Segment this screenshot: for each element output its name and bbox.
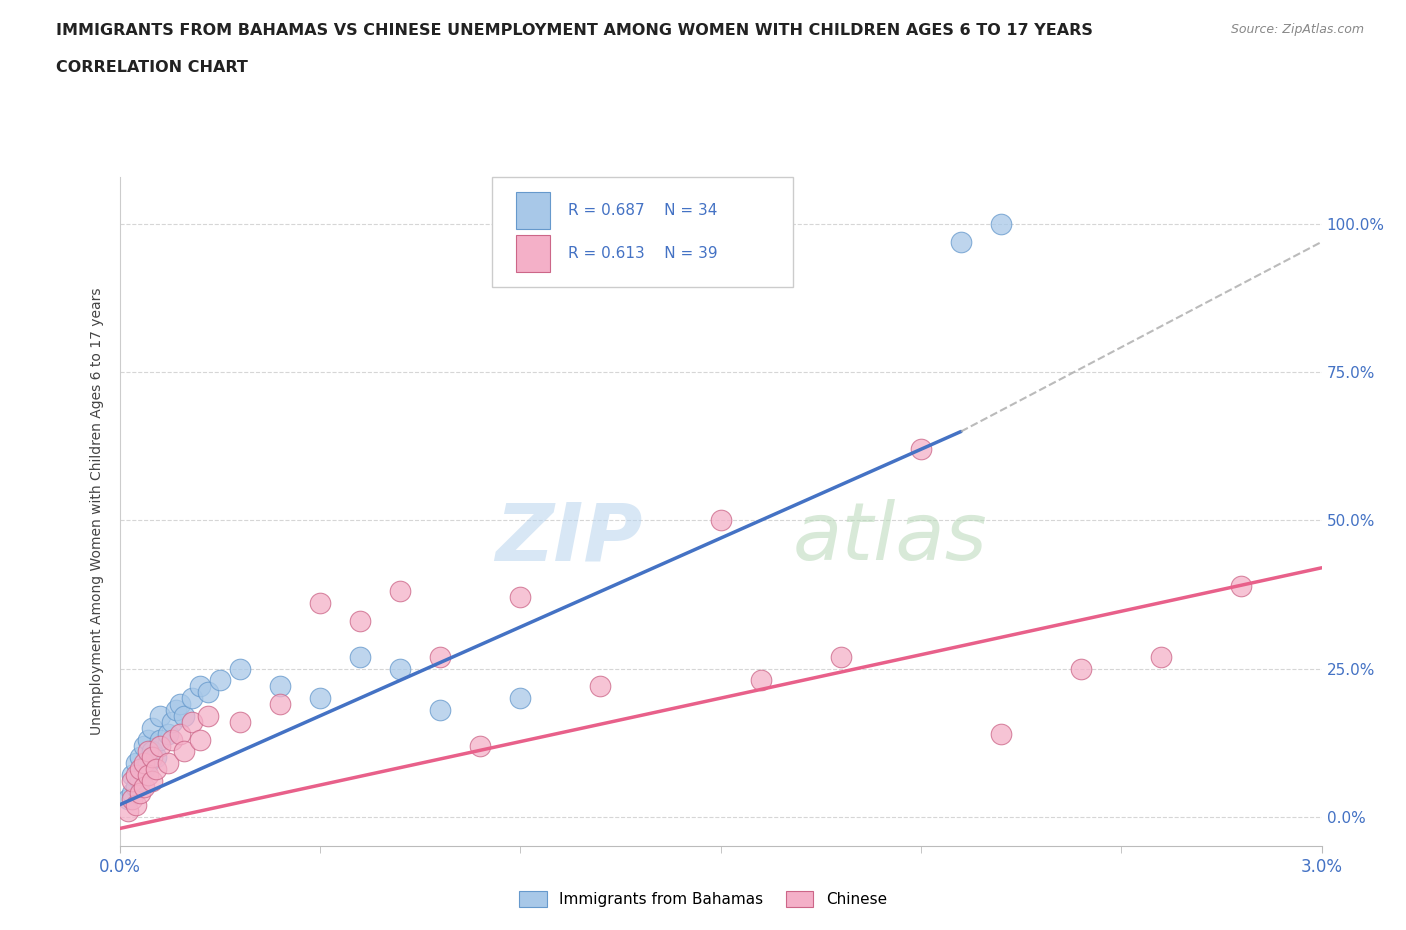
Point: [149, 732, 172, 747]
Point: [990, 726, 1012, 741]
Point: [121, 791, 143, 806]
Point: [141, 750, 163, 764]
Point: [124, 768, 146, 783]
Point: [145, 762, 167, 777]
Point: [180, 691, 202, 706]
Point: [388, 661, 412, 676]
Point: [173, 709, 195, 724]
Point: [128, 774, 150, 789]
Point: [128, 786, 150, 801]
Point: [160, 714, 183, 729]
Point: [141, 721, 163, 736]
Point: [156, 756, 179, 771]
Point: [1230, 578, 1253, 593]
Point: [990, 217, 1012, 232]
Text: atlas: atlas: [793, 499, 987, 578]
Point: [117, 791, 139, 806]
FancyBboxPatch shape: [516, 235, 550, 272]
Point: [156, 726, 179, 741]
Point: [141, 744, 163, 759]
Point: [149, 709, 172, 724]
Point: [136, 732, 159, 747]
Point: [950, 234, 973, 249]
Point: [429, 702, 451, 717]
Point: [1070, 661, 1092, 676]
Point: [910, 442, 932, 457]
Point: [349, 649, 371, 664]
Point: [180, 714, 202, 729]
Point: [228, 661, 252, 676]
Point: [124, 756, 146, 771]
Point: [429, 649, 451, 664]
Point: [136, 756, 159, 771]
Point: [124, 779, 146, 794]
Point: [169, 697, 191, 711]
Text: Source: ZipAtlas.com: Source: ZipAtlas.com: [1230, 23, 1364, 36]
Point: [160, 732, 183, 747]
Point: [1150, 649, 1173, 664]
Point: [208, 673, 231, 688]
Point: [149, 738, 172, 753]
Legend: Immigrants from Bahamas, Chinese: Immigrants from Bahamas, Chinese: [513, 884, 893, 913]
Point: [117, 804, 139, 818]
Point: [830, 649, 852, 664]
Point: [132, 762, 155, 777]
Point: [228, 714, 252, 729]
Point: [188, 679, 211, 694]
FancyBboxPatch shape: [492, 177, 793, 287]
Point: [132, 738, 155, 753]
Point: [145, 750, 167, 764]
Point: [128, 762, 150, 777]
Point: [173, 744, 195, 759]
Point: [121, 774, 143, 789]
Point: [509, 590, 531, 604]
Point: [132, 756, 155, 771]
Point: [197, 684, 219, 699]
Point: [121, 786, 143, 801]
Point: [709, 513, 731, 528]
Text: R = 0.687    N = 34: R = 0.687 N = 34: [568, 203, 717, 218]
Point: [349, 614, 371, 629]
Point: [124, 797, 146, 812]
Text: CORRELATION CHART: CORRELATION CHART: [56, 60, 247, 75]
Point: [197, 709, 219, 724]
Text: R = 0.613    N = 39: R = 0.613 N = 39: [568, 246, 717, 261]
Point: [136, 744, 159, 759]
Point: [309, 596, 332, 611]
Point: [749, 673, 772, 688]
Point: [121, 768, 143, 783]
Text: IMMIGRANTS FROM BAHAMAS VS CHINESE UNEMPLOYMENT AMONG WOMEN WITH CHILDREN AGES 6: IMMIGRANTS FROM BAHAMAS VS CHINESE UNEMP…: [56, 23, 1092, 38]
Point: [468, 738, 492, 753]
FancyBboxPatch shape: [516, 193, 550, 229]
Point: [165, 702, 187, 717]
Y-axis label: Unemployment Among Women with Children Ages 6 to 17 years: Unemployment Among Women with Children A…: [90, 287, 104, 736]
Point: [169, 726, 191, 741]
Point: [188, 732, 211, 747]
Point: [589, 679, 612, 694]
Point: [269, 697, 291, 711]
Point: [509, 691, 531, 706]
Point: [309, 691, 332, 706]
Point: [128, 750, 150, 764]
Text: ZIP: ZIP: [495, 499, 643, 578]
Point: [132, 779, 155, 794]
Point: [136, 768, 159, 783]
Point: [141, 774, 163, 789]
Point: [269, 679, 291, 694]
Point: [388, 584, 412, 599]
